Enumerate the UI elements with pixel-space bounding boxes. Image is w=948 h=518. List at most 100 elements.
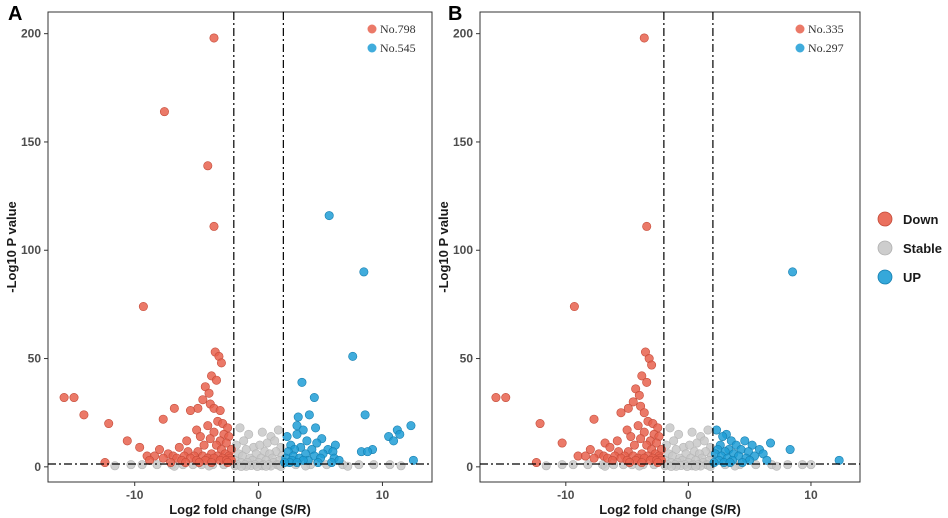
point-down [104,419,114,429]
point-stable [110,461,120,471]
point-down [589,414,599,424]
point-stable [541,461,551,471]
point-down [154,445,164,455]
point-down [122,436,132,446]
point-up [313,458,323,468]
y-tick-label: 50 [28,352,42,366]
panel-label: B [448,3,462,25]
point-down [166,458,176,468]
point-stable [152,460,162,470]
point-down [491,393,501,403]
point-down [585,445,595,455]
y-tick-label: 150 [21,135,41,149]
point-down [535,419,545,429]
point-down [138,302,148,312]
legend-up-marker [877,269,893,285]
point-down [204,388,214,398]
point-down [639,33,649,43]
point-down [209,33,219,43]
x-tick-label: -10 [557,488,575,502]
point-down [223,458,233,468]
point-down [69,393,79,403]
point-down [215,406,225,416]
point-down [652,438,662,448]
point-down [557,438,567,448]
point-up [740,436,750,446]
point-up [788,267,798,277]
point-down [612,436,622,446]
point-stable [385,460,395,470]
point-up [709,458,719,468]
point-stable [568,460,578,470]
count-down-marker [795,24,805,34]
point-up [360,410,370,420]
point-stable [557,460,567,470]
point-up [718,432,728,442]
point-down [169,403,179,413]
point-up [298,425,308,435]
point-stable [674,429,684,439]
point-down [174,442,184,452]
x-axis-title: Log2 fold change (S/R) [169,502,311,517]
point-stable [273,425,283,435]
point-down [634,390,644,400]
point-down [531,458,541,468]
x-axis-title: Log2 fold change (S/R) [599,502,741,517]
point-up [408,455,418,465]
point-down [182,436,192,446]
point-stable [257,427,267,437]
point-up [280,458,290,468]
point-up [725,458,735,468]
point-stable [685,440,695,450]
point-down [633,421,643,431]
point-up [737,458,747,468]
y-tick-label: 0 [466,460,473,474]
x-tick-label: 10 [804,488,818,502]
legend-stable-label: Stable [903,241,942,256]
x-tick-label: -10 [126,488,144,502]
point-down [626,432,636,442]
point-down [194,458,204,468]
count-up-marker [795,43,805,53]
point-down [625,458,635,468]
point-stable [235,423,245,433]
point-stable [772,461,782,471]
count-up-marker [367,43,377,53]
point-down [158,453,168,463]
point-up [327,458,337,468]
point-stable [244,429,254,439]
point-stable [396,461,406,471]
point-down [211,375,221,385]
count-up-label: No.545 [380,41,416,55]
point-up [406,421,416,431]
point-down [59,393,69,403]
point-stable [137,460,147,470]
point-down [629,440,639,450]
point-down [158,414,168,424]
point-up [348,351,358,361]
y-tick-label: 50 [460,352,474,366]
point-down [642,377,652,387]
count-down-marker [367,24,377,34]
point-up [762,455,772,465]
point-stable [343,461,353,471]
point-stable [806,460,816,470]
point-down [195,432,205,442]
point-up [297,377,307,387]
point-down [207,458,217,468]
point-down [642,221,652,231]
point-stable [751,460,761,470]
count-up-label: No.297 [808,41,844,55]
point-stable [669,436,679,446]
point-down [639,408,649,418]
point-down [145,455,155,465]
y-tick-label: 100 [453,243,473,257]
y-tick-label: 200 [453,27,473,41]
point-down [569,302,579,312]
point-down [628,397,638,407]
point-down [209,221,219,231]
x-tick-label: 10 [376,488,390,502]
